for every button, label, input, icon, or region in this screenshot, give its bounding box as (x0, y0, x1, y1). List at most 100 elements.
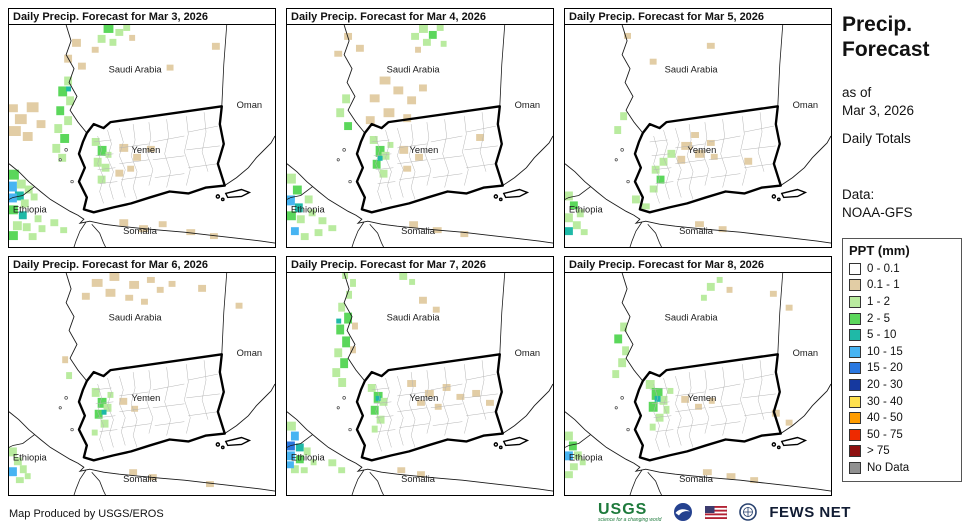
precip-cell (785, 304, 793, 311)
precip-cell (659, 395, 668, 405)
precip-cell (417, 399, 425, 406)
precip-cell (22, 223, 31, 232)
precip-raster-layer (9, 273, 243, 488)
precip-cell (419, 25, 428, 33)
red-sea-islet (64, 148, 68, 152)
precip-cell (296, 215, 305, 224)
legend-label: 40 - 50 (867, 412, 903, 425)
page-title-line2: Forecast (842, 38, 930, 62)
precip-cell (235, 302, 243, 309)
map-label-yemen: Yemen (132, 393, 161, 403)
precip-raster-layer (287, 273, 494, 478)
precip-cell (91, 429, 98, 436)
forecast-panel: Daily Precip. Forecast for Mar 8, 2026 S… (564, 256, 832, 496)
legend-row: > 75 (849, 443, 955, 460)
precip-cell (379, 169, 388, 178)
map-label-yemen: Yemen (688, 145, 717, 155)
precip-cell (649, 185, 658, 193)
legend-label: No Data (867, 461, 910, 474)
africa-borders (287, 434, 384, 495)
panel-title: Daily Precip. Forecast for Mar 7, 2026 (286, 256, 554, 273)
precip-cell (580, 229, 588, 236)
precip-cell (77, 62, 86, 70)
precip-cell (9, 104, 18, 113)
precip-cell (612, 370, 620, 379)
precip-cell (342, 94, 351, 104)
precip-cell (318, 217, 327, 225)
precip-cell (36, 120, 46, 129)
precip-cell (72, 38, 81, 47)
data-source: NOAA-GFS (842, 205, 913, 221)
precip-cell (129, 34, 136, 41)
precip-cell (411, 32, 420, 40)
precip-cell (367, 384, 376, 392)
precip-cell (695, 403, 702, 410)
precip-cell (100, 419, 109, 428)
precip-cell (424, 389, 434, 397)
precip-cell (702, 469, 712, 476)
precip-cell (211, 42, 220, 50)
legend-label: 15 - 20 (867, 362, 903, 375)
precip-cell (399, 273, 408, 280)
precip-cell (624, 32, 632, 39)
precip-cell (407, 96, 417, 105)
yemen-border (355, 353, 504, 462)
socotra-islet (771, 442, 777, 447)
precip-cell (115, 169, 124, 177)
precip-cell (91, 387, 100, 397)
precip-cell (198, 284, 207, 292)
precip-cell (710, 153, 718, 160)
map-label-ethiopia: Ethiopia (569, 204, 604, 214)
socotra-islet (493, 194, 499, 199)
precip-cell (295, 443, 304, 452)
precip-cell (290, 465, 299, 474)
precip-cell (287, 173, 296, 184)
precip-cell (565, 191, 573, 201)
red-sea-islet (336, 158, 340, 162)
precip-cell (377, 155, 383, 161)
precip-cell (101, 409, 107, 415)
precip-cell (750, 477, 759, 484)
legend-swatch (849, 262, 861, 275)
yemen-border (77, 105, 226, 214)
precip-cell (663, 405, 670, 414)
precip-cell (655, 413, 664, 422)
precip-cell (60, 134, 70, 143)
precip-cell (334, 50, 343, 57)
precip-cell (66, 86, 72, 92)
admin-boundaries (93, 360, 220, 452)
precip-cell (409, 221, 419, 229)
precip-cell (9, 169, 19, 180)
precip-cell (706, 282, 715, 291)
precip-cell (64, 76, 73, 86)
precip-cell (614, 334, 623, 344)
as-of-date: Mar 3, 2026 (842, 102, 915, 118)
precip-cell (744, 157, 753, 165)
precip-cell (403, 114, 412, 123)
map-credit: Map Produced by USGS/EROS (9, 508, 164, 520)
precip-cell (287, 195, 295, 206)
socotra-island (780, 188, 808, 199)
precip-cell (9, 126, 21, 136)
precip-cell (397, 467, 406, 474)
precip-cell (303, 447, 311, 456)
noaa-logo-icon (674, 503, 693, 521)
precip-cell (109, 38, 117, 46)
legend-label: 30 - 40 (867, 395, 903, 408)
saudi-oman-border (499, 25, 506, 107)
precip-cell (97, 175, 106, 184)
precip-cell (58, 86, 68, 97)
map-label-ethiopia: Ethiopia (569, 452, 604, 462)
precip-cell (350, 278, 356, 287)
legend-label: 10 - 15 (867, 345, 903, 358)
usaid-seal-icon (739, 503, 758, 521)
red-sea-islet (58, 406, 62, 410)
precip-cell (695, 221, 704, 228)
precip-cell (618, 358, 627, 368)
legend-swatch (849, 412, 861, 425)
admin-boundaries (93, 112, 220, 204)
saudi-coastline (343, 25, 366, 134)
precip-cell (52, 143, 61, 153)
precip-cell (81, 292, 90, 300)
map-label-oman: Oman (793, 100, 818, 110)
